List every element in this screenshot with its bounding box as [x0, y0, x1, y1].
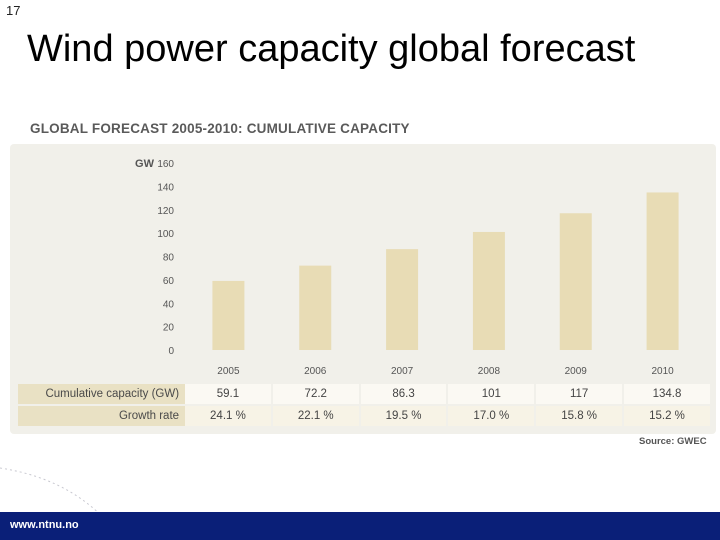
source-note: Source: GWEC [639, 436, 707, 447]
table-cell: 101 [446, 384, 535, 404]
table-cell: 117 [534, 384, 623, 404]
table-row-capacity: Cumulative capacity (GW) 59.1 72.2 86.3 … [18, 384, 710, 404]
table-cell: 59.1 [185, 384, 271, 404]
table-cell: 24.1 % [185, 406, 271, 426]
bar-2010 [646, 192, 679, 350]
bar-2009 [559, 213, 592, 350]
footer-url[interactable]: www.ntnu.no [10, 519, 79, 531]
y-tick-label: 60 [163, 276, 175, 287]
table-cell: 19.5 % [358, 406, 447, 426]
bar-2007 [386, 249, 419, 350]
y-tick-label: 40 [163, 299, 175, 310]
y-tick-label: 20 [163, 323, 175, 334]
y-tick-label: 0 [168, 346, 174, 357]
y-tick-label: 80 [163, 253, 175, 264]
chart-title: GLOBAL FORECAST 2005-2010: CUMULATIVE CA… [30, 121, 410, 136]
table-cell: 22.1 % [270, 406, 359, 426]
table-cell: 15.8 % [534, 406, 623, 426]
y-tick-label: 100 [157, 229, 174, 240]
y-tick-label: 120 [157, 206, 174, 217]
x-tick-label: 2009 [565, 366, 588, 377]
x-tick-label: 2005 [217, 366, 240, 377]
table-cell: 72.2 [270, 384, 359, 404]
table-cell: 17.0 % [446, 406, 535, 426]
bar-2006 [299, 265, 332, 350]
row-label: Growth rate [18, 406, 186, 426]
slide-title: Wind power capacity global forecast [27, 28, 636, 70]
bar-2008 [472, 231, 505, 350]
table-cell: 15.2 % [622, 406, 710, 426]
x-tick-label: 2010 [651, 366, 674, 377]
data-table: Cumulative capacity (GW) 59.1 72.2 86.3 … [18, 382, 710, 428]
table-cell: 134.8 [622, 384, 710, 404]
table-cell: 86.3 [358, 384, 447, 404]
x-tick-label: 2006 [304, 366, 327, 377]
footer-bar [0, 512, 720, 540]
y-axis-label: GW [135, 158, 155, 170]
y-tick-label: 160 [157, 159, 174, 170]
x-tick-label: 2008 [478, 366, 501, 377]
x-tick-label: 2007 [391, 366, 414, 377]
table-row-growth: Growth rate 24.1 % 22.1 % 19.5 % 17.0 % … [18, 406, 710, 426]
bar-2005 [212, 280, 245, 350]
slide-number: 17 [6, 3, 21, 18]
y-tick-label: 140 [157, 182, 174, 193]
row-label: Cumulative capacity (GW) [18, 384, 186, 404]
